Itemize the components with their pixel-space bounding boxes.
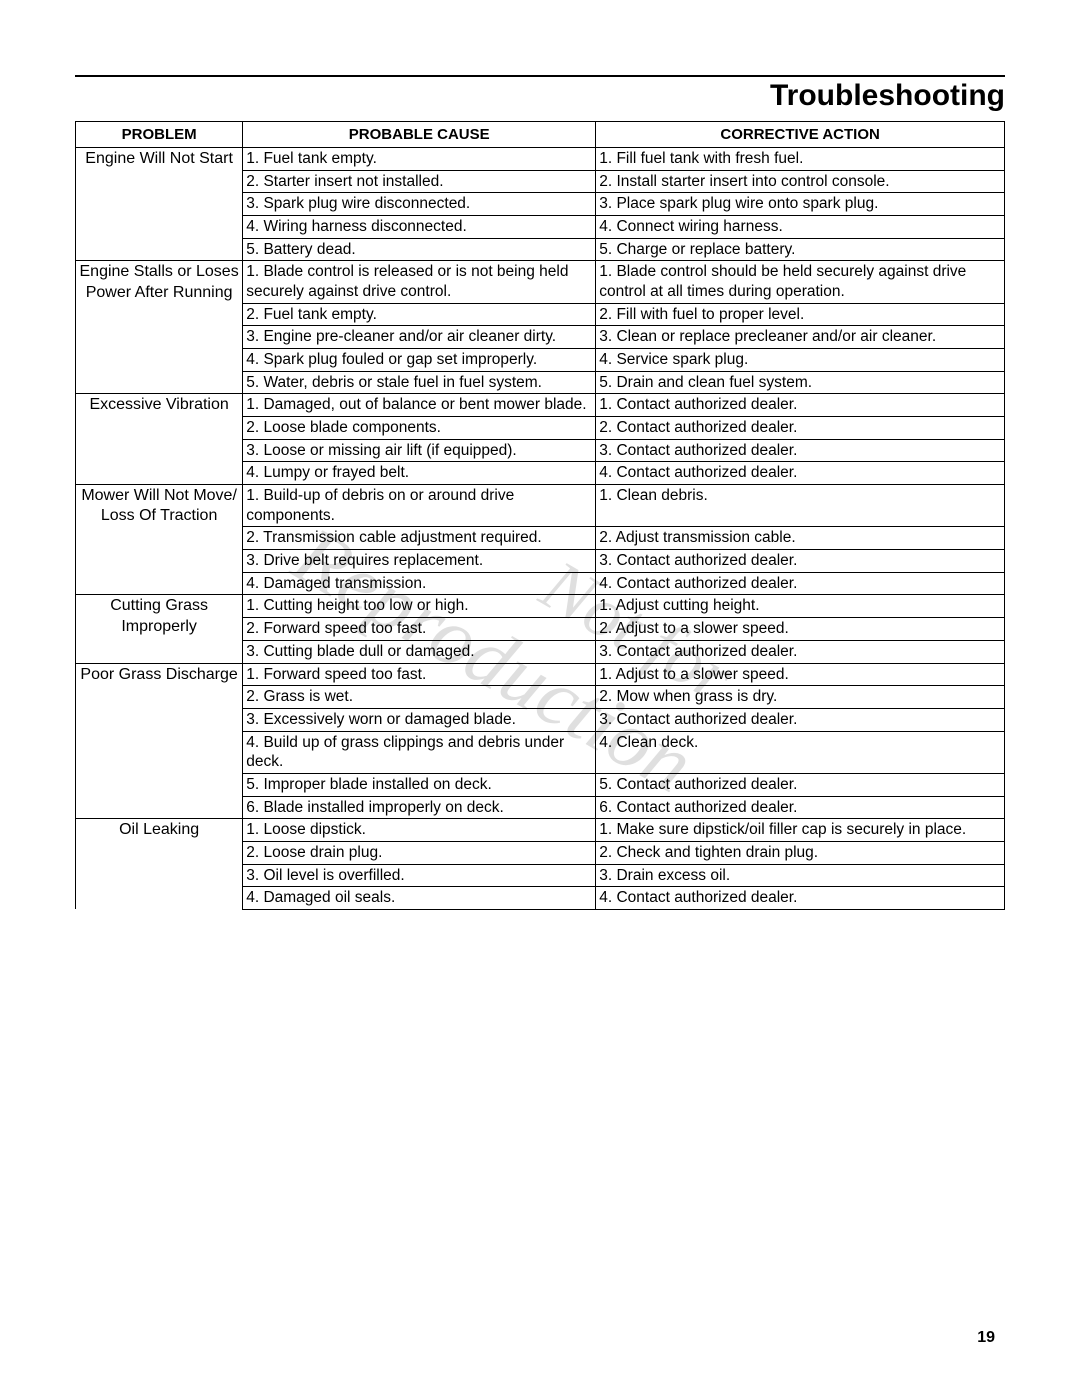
table-row: Poor Grass Discharge1. Forward speed too… [76,663,1005,686]
cause-cell: 5. Water, debris or stale fuel in fuel s… [243,371,596,394]
cause-cell: 2. Starter insert not installed. [243,170,596,193]
action-cell: 2. Check and tighten drain plug. [596,841,1005,864]
action-cell: 4. Contact authorized dealer. [596,887,1005,910]
cause-cell: 3. Engine pre-cleaner and/or air cleaner… [243,326,596,349]
action-cell: 5. Charge or replace battery. [596,238,1005,261]
problem-cell: Mower Will Not Move/ Loss Of Traction [76,485,243,595]
cause-cell: 3. Excessively worn or damaged blade. [243,708,596,731]
table-row: Excessive Vibration1. Damaged, out of ba… [76,394,1005,417]
cause-cell: 1. Damaged, out of balance or bent mower… [243,394,596,417]
action-cell: 1. Fill fuel tank with fresh fuel. [596,148,1005,171]
cause-cell: 4. Build up of grass clippings and debri… [243,731,596,773]
action-cell: 1. Clean debris. [596,485,1005,527]
cause-cell: 2. Fuel tank empty. [243,303,596,326]
cause-cell: 3. Loose or missing air lift (if equippe… [243,439,596,462]
action-cell: 3. Contact authorized dealer. [596,439,1005,462]
cause-cell: 2. Loose blade components. [243,417,596,440]
table-row: Engine Will Not Start1. Fuel tank empty.… [76,148,1005,171]
cause-cell: 2. Transmission cable adjustment require… [243,527,596,550]
action-cell: 1. Make sure dipstick/oil filler cap is … [596,819,1005,842]
action-cell: 3. Clean or replace precleaner and/or ai… [596,326,1005,349]
action-cell: 3. Place spark plug wire onto spark plug… [596,193,1005,216]
cause-cell: 4. Damaged oil seals. [243,887,596,910]
action-cell: 4. Contact authorized dealer. [596,572,1005,595]
action-cell: 2. Mow when grass is dry. [596,686,1005,709]
cause-cell: 1. Cutting height too low or high. [243,595,596,618]
action-cell: 2. Contact authorized dealer. [596,417,1005,440]
action-cell: 2. Fill with fuel to proper level. [596,303,1005,326]
cause-cell: 4. Damaged transmission. [243,572,596,595]
action-cell: 3. Contact authorized dealer. [596,640,1005,663]
action-cell: 3. Contact authorized dealer. [596,708,1005,731]
page-title: Troubleshooting [75,79,1005,113]
action-cell: 2. Adjust to a slower speed. [596,618,1005,641]
problem-cell: Oil Leaking [76,819,243,910]
action-cell: 5. Contact authorized dealer. [596,773,1005,796]
title-rule [75,75,1005,77]
cause-cell: 4. Lumpy or frayed belt. [243,462,596,485]
cause-cell: 2. Forward speed too fast. [243,618,596,641]
cause-cell: 3. Oil level is overfilled. [243,864,596,887]
problem-cell: Engine Stalls or Loses Power After Runni… [76,261,243,394]
table-row: Cutting Grass Improperly1. Cutting heigh… [76,595,1005,618]
cause-cell: 1. Fuel tank empty. [243,148,596,171]
action-cell: 3. Contact authorized dealer. [596,550,1005,573]
page-number: 19 [977,1329,995,1347]
action-cell: 4. Clean deck. [596,731,1005,773]
cause-cell: 5. Improper blade installed on deck. [243,773,596,796]
problem-cell: Engine Will Not Start [76,148,243,261]
table-header-row: PROBLEM PROBABLE CAUSE CORRECTIVE ACTION [76,122,1005,148]
cause-cell: 1. Build-up of debris on or around drive… [243,485,596,527]
action-cell: 6. Contact authorized dealer. [596,796,1005,819]
action-cell: 2. Adjust transmission cable. [596,527,1005,550]
col-header-cause: PROBABLE CAUSE [243,122,596,148]
problem-cell: Excessive Vibration [76,394,243,485]
action-cell: 2. Install starter insert into control c… [596,170,1005,193]
col-header-action: CORRECTIVE ACTION [596,122,1005,148]
cause-cell: 3. Cutting blade dull or damaged. [243,640,596,663]
problem-cell: Cutting Grass Improperly [76,595,243,663]
col-header-problem: PROBLEM [76,122,243,148]
action-cell: 4. Service spark plug. [596,349,1005,372]
troubleshooting-table: PROBLEM PROBABLE CAUSE CORRECTIVE ACTION… [75,121,1005,910]
problem-cell: Poor Grass Discharge [76,663,243,819]
table-row: Engine Stalls or Loses Power After Runni… [76,261,1005,303]
action-cell: 1. Blade control should be held securely… [596,261,1005,303]
cause-cell: 1. Forward speed too fast. [243,663,596,686]
action-cell: 1. Adjust to a slower speed. [596,663,1005,686]
action-cell: 1. Contact authorized dealer. [596,394,1005,417]
cause-cell: 3. Spark plug wire disconnected. [243,193,596,216]
table-row: Oil Leaking1. Loose dipstick.1. Make sur… [76,819,1005,842]
action-cell: 4. Contact authorized dealer. [596,462,1005,485]
cause-cell: 1. Blade control is released or is not b… [243,261,596,303]
action-cell: 4. Connect wiring harness. [596,216,1005,239]
action-cell: 5. Drain and clean fuel system. [596,371,1005,394]
cause-cell: 4. Wiring harness disconnected. [243,216,596,239]
cause-cell: 2. Loose drain plug. [243,841,596,864]
cause-cell: 5. Battery dead. [243,238,596,261]
action-cell: 3. Drain excess oil. [596,864,1005,887]
cause-cell: 3. Drive belt requires replacement. [243,550,596,573]
cause-cell: 2. Grass is wet. [243,686,596,709]
page: Troubleshooting PROBLEM PROBABLE CAUSE C… [0,0,1080,1397]
table-row: Mower Will Not Move/ Loss Of Traction1. … [76,485,1005,527]
cause-cell: 1. Loose dipstick. [243,819,596,842]
cause-cell: 6. Blade installed improperly on deck. [243,796,596,819]
action-cell: 1. Adjust cutting height. [596,595,1005,618]
cause-cell: 4. Spark plug fouled or gap set improper… [243,349,596,372]
